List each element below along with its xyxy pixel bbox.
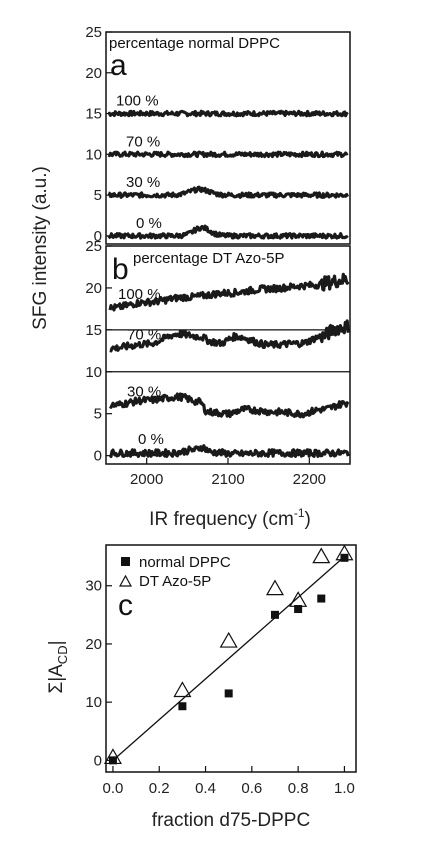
fit-line: [112, 556, 345, 761]
panel-c-y-axis-title: Σ|ACD|: [46, 640, 70, 693]
series-label: 70 %: [126, 133, 160, 150]
y-tick-label: 20: [85, 65, 102, 82]
panel-a-series-labels: 100 % 70 % 30 % 0 %: [116, 93, 162, 232]
data-point-square: [317, 594, 326, 603]
panel-a-annotation: percentage normal DPPC: [109, 35, 280, 52]
x-tick-label: 2200: [293, 471, 326, 488]
c-y-end: |: [46, 640, 67, 645]
panel-b-traces: [108, 272, 350, 458]
c-y-main: Σ|A: [46, 664, 67, 694]
trace-line: [107, 109, 349, 118]
series-label: 70 %: [127, 326, 161, 343]
panel-b-x-ticks: 2000 2100 2200: [130, 458, 326, 488]
data-point-triangle: [219, 631, 238, 648]
y-tick-label: 15: [85, 322, 102, 339]
y-tick-label: 25: [85, 24, 102, 41]
data-point-square: [340, 553, 349, 562]
panel-b-annotation: percentage DT Azo-5P: [133, 250, 284, 267]
legend-triangle-marker: [118, 574, 133, 587]
panel-b-series-labels: 100 % 70 % 30 % 0 %: [118, 286, 164, 448]
shared-y-axis-title: SFG intensity (a.u.): [30, 166, 51, 330]
y-tick-label: 25: [85, 238, 102, 255]
trace-line: [108, 272, 350, 312]
trace-line: [108, 392, 350, 419]
x-tick-label: 0.8: [288, 780, 309, 797]
x-tick-label: 0.6: [241, 780, 262, 797]
panel-b: 0 5 10 15 20 25 2000 2100 2200 100 % 70 % 30 % 0 %…: [85, 238, 351, 488]
panel-b-separators: [106, 329, 350, 373]
data-point-triangle: [173, 681, 192, 698]
y-tick-label: 5: [94, 187, 102, 204]
panel-c-letter: c: [118, 589, 133, 622]
x-title-main: IR frequency (cm: [149, 509, 294, 530]
panel-a-traces: [107, 109, 350, 240]
panel-c-frame: [105, 544, 357, 773]
y-tick-label: 0: [94, 752, 102, 769]
legend-dt-azo: DT Azo-5P: [139, 573, 211, 590]
x-tick-label: 0.0: [103, 780, 124, 797]
data-point-triangle: [335, 544, 354, 561]
x-title-sup: -1: [294, 506, 305, 520]
y-tick-label: 0: [94, 448, 102, 465]
series-label: 100 %: [116, 93, 159, 110]
series-label: 0 %: [136, 215, 162, 232]
x-tick-label: 2000: [130, 471, 163, 488]
data-point-square: [224, 689, 233, 698]
data-point-triangle: [103, 748, 122, 765]
series-label: 30 %: [127, 383, 161, 400]
trace-line: [107, 150, 349, 159]
data-point-square: [294, 605, 303, 614]
legend-normal-dppc: normal DPPC: [139, 554, 231, 571]
panel-c-x-ticks: 0.0 0.2 0.4 0.6 0.8 1.0: [103, 766, 355, 797]
panel-c-legend: normal DPPC DT Azo-5P: [118, 554, 231, 590]
data-point-triangle: [312, 547, 331, 564]
data-point-square: [108, 756, 117, 765]
data-point-square: [178, 702, 187, 711]
panel-c: 0 10 20 30 0.0 0.2 0.4 0.6 0.8 1.0 normal DPPC D…: [46, 544, 357, 831]
panel-a-letter: a: [110, 49, 127, 82]
trace-line: [107, 224, 349, 240]
series-label: 30 %: [126, 174, 160, 191]
trace-line: [108, 444, 350, 458]
data-point-square: [270, 610, 279, 619]
series-label: 0 %: [138, 431, 164, 448]
panel-a-frame: [105, 31, 351, 245]
legend-square-marker: [121, 557, 130, 566]
panel-b-y-ticks: 0 5 10 15 20 25: [85, 238, 112, 465]
y-tick-label: 10: [85, 146, 102, 163]
y-tick-label: 10: [85, 694, 102, 711]
panel-b-x-axis-title: IR frequency (cm-1): [149, 506, 311, 530]
x-title-end: ): [305, 509, 311, 530]
panel-c-x-axis-title: fraction d75-DPPC: [152, 810, 310, 831]
data-point-triangle: [265, 579, 285, 596]
c-y-sub: CD: [55, 645, 70, 664]
x-tick-label: 0.2: [149, 780, 170, 797]
x-tick-label: 0.4: [195, 780, 216, 797]
x-tick-label: 2100: [211, 471, 244, 488]
y-tick-label: 20: [85, 280, 102, 297]
y-tick-label: 15: [85, 106, 102, 123]
panel-c-fit-line: [112, 556, 345, 761]
y-tick-label: 20: [85, 636, 102, 653]
panel-b-letter: b: [112, 253, 129, 286]
y-tick-label: 30: [85, 578, 102, 595]
panel-c-y-ticks: 0 10 20 30: [85, 578, 112, 769]
data-point-triangle: [289, 591, 308, 607]
panel-a-y-ticks: 0 5 10 15 20 25: [85, 24, 112, 245]
y-tick-label: 0: [94, 228, 102, 245]
y-tick-label: 5: [94, 406, 102, 423]
trace-line: [107, 185, 350, 199]
series-label: 100 %: [118, 286, 161, 303]
x-tick-label: 1.0: [334, 780, 355, 797]
panel-c-points: [103, 544, 354, 765]
y-tick-label: 10: [85, 364, 102, 381]
trace-line: [109, 319, 350, 353]
panel-a: 0 5 10 15 20 25 100 % 70 % 30 % 0 % percentage n…: [85, 24, 351, 245]
